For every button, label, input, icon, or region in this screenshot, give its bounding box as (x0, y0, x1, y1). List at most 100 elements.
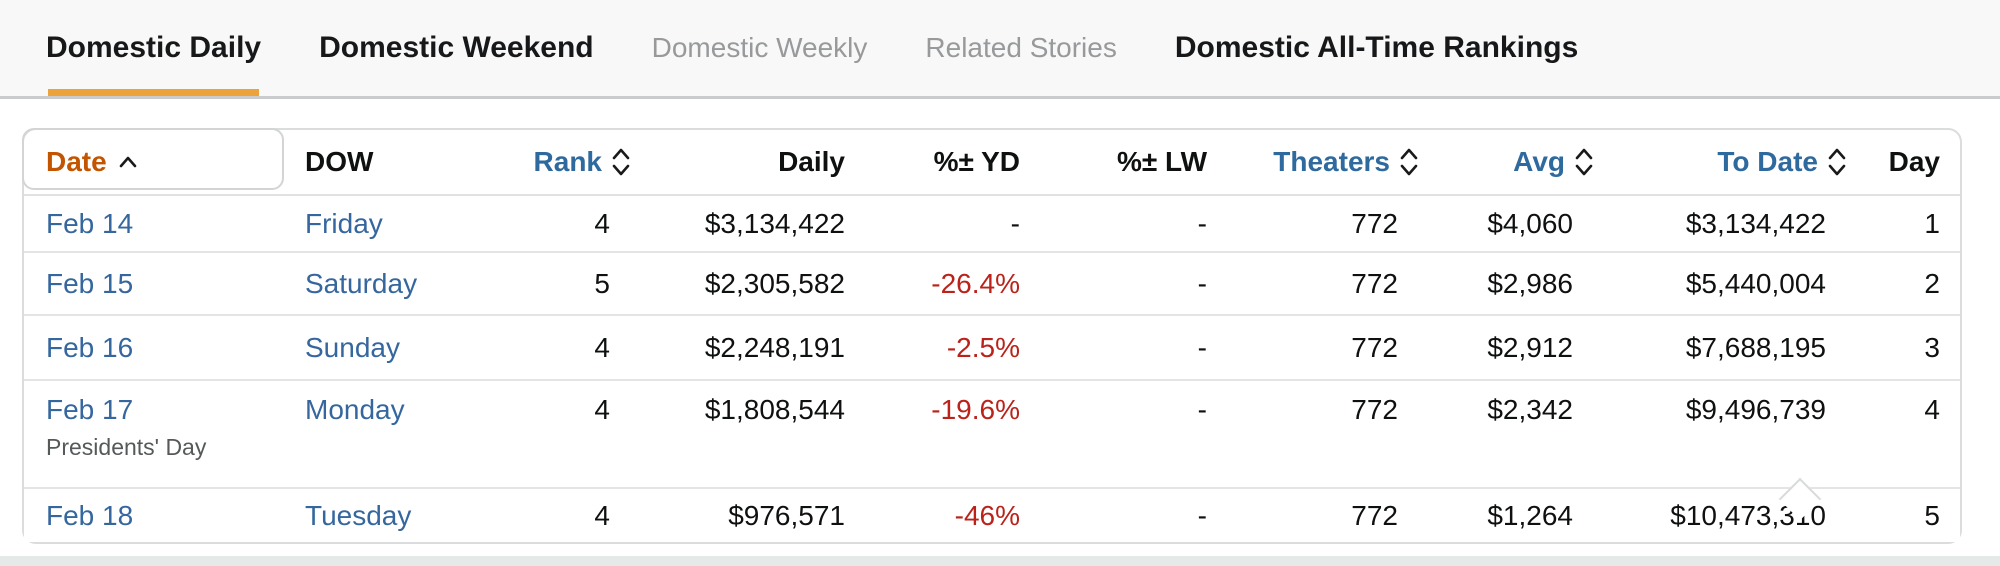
sort-ascending-icon (119, 156, 137, 168)
sort-both-icon (1575, 148, 1593, 176)
dow-link[interactable]: Friday (305, 207, 383, 239)
dow-cell: Sunday (284, 332, 520, 364)
pct-yd-cell: - (1010, 207, 1020, 239)
avg-cell: $2,342 (1487, 394, 1573, 425)
date-link[interactable]: Feb 18 (46, 499, 134, 531)
tab-label: Related Stories (925, 32, 1117, 63)
daily-cell: $976,571 (728, 499, 845, 531)
rank-cell: 5 (594, 267, 610, 299)
tab-related-stories[interactable]: Related Stories (925, 0, 1116, 96)
pct-lw-cell: - (1197, 331, 1207, 363)
holiday-note: Presidents' Day (46, 434, 207, 460)
tab-label: Domestic All-Time Rankings (1174, 31, 1579, 64)
day-cell: 4 (1924, 394, 1940, 425)
col-header-theaters[interactable]: Theaters (1207, 146, 1420, 178)
avg-cell: $1,264 (1487, 499, 1573, 531)
date-cell: Feb 16 (24, 332, 284, 364)
day-cell: 2 (1924, 267, 1940, 299)
dow-link[interactable]: Monday (305, 394, 405, 425)
table-row: Feb 16 Sunday 4 $2,248,191 -2.5% - 772 $… (24, 314, 1960, 379)
rank-cell: 4 (594, 499, 610, 531)
theaters-cell: 772 (1351, 331, 1398, 363)
sort-both-icon (612, 148, 630, 176)
theaters-cell: 772 (1351, 267, 1398, 299)
day-cell: 5 (1924, 499, 1940, 531)
col-header-date[interactable]: Date (24, 146, 284, 178)
dow-cell: Tuesday (284, 500, 520, 532)
pct-yd-cell: -46% (954, 499, 1020, 531)
date-cell: Feb 18 (24, 500, 284, 532)
to-date-cell: $3,134,422 (1685, 207, 1826, 239)
theaters-cell: 772 (1351, 394, 1398, 425)
avg-cell: $2,912 (1487, 331, 1573, 363)
pct-yd-cell: -19.6% (931, 394, 1020, 425)
col-header-label: Daily (778, 146, 845, 177)
col-header-label: DOW (305, 146, 374, 177)
col-header-label: Day (1888, 146, 1940, 177)
avg-cell: $4,060 (1487, 207, 1573, 239)
tab-label: Domestic Daily (46, 31, 262, 64)
date-cell: Feb 17 Presidents' Day (24, 391, 284, 461)
tab-label: Domestic Weekly (651, 32, 868, 63)
tab-domestic-weekend[interactable]: Domestic Weekend (319, 0, 594, 96)
day-cell: 3 (1924, 331, 1940, 363)
pct-yd-cell: -26.4% (931, 267, 1020, 299)
tab-domestic-daily[interactable]: Domestic Daily (46, 0, 261, 96)
dow-cell: Monday (284, 391, 520, 429)
col-header-label: %± YD (933, 146, 1020, 177)
pct-lw-cell: - (1197, 207, 1207, 239)
dow-link[interactable]: Saturday (305, 267, 418, 299)
daily-cell: $3,134,422 (704, 207, 845, 239)
date-cell: Feb 15 (24, 268, 284, 300)
day-cell: 1 (1924, 207, 1940, 239)
avg-cell: $2,986 (1487, 267, 1573, 299)
dow-cell: Friday (284, 208, 520, 240)
table-row: Feb 14 Friday 4 $3,134,422 - - 772 $4,06… (24, 196, 1960, 251)
tab-bar: Domestic Daily Domestic Weekend Domestic… (0, 0, 2000, 99)
daily-cell: $2,248,191 (704, 331, 845, 363)
to-date-cell: $7,688,195 (1685, 331, 1826, 363)
daily-cell: $1,808,544 (704, 394, 845, 425)
rank-cell: 4 (594, 207, 610, 239)
pct-lw-cell: - (1197, 394, 1207, 425)
tab-label: Domestic Weekend (319, 31, 594, 64)
theaters-cell: 772 (1351, 499, 1398, 531)
pct-lw-cell: - (1197, 267, 1207, 299)
col-header-pct-lw: %± LW (1020, 146, 1207, 178)
col-header-daily: Daily (632, 146, 845, 178)
col-header-label: Theaters (1273, 146, 1390, 177)
col-header-rank[interactable]: Rank (520, 146, 632, 178)
tab-domestic-all-time-rankings[interactable]: Domestic All-Time Rankings (1175, 0, 1578, 96)
col-header-pct-yd: %± YD (845, 146, 1020, 178)
dow-link[interactable]: Tuesday (305, 499, 412, 531)
date-link[interactable]: Feb 14 (46, 207, 134, 239)
dow-cell: Saturday (284, 268, 520, 300)
dow-link[interactable]: Sunday (305, 331, 400, 363)
rank-cell: 4 (594, 331, 610, 363)
to-date-cell: $9,496,739 (1685, 394, 1826, 425)
tab-domestic-weekly[interactable]: Domestic Weekly (652, 0, 868, 96)
sort-both-icon (1400, 148, 1418, 176)
col-header-label: %± LW (1116, 146, 1207, 177)
table-row: Feb 17 Presidents' Day Monday 4 $1,808,5… (24, 379, 1960, 487)
col-header-dow: DOW (284, 146, 520, 178)
rank-cell: 4 (594, 394, 610, 425)
date-cell: Feb 14 (24, 208, 284, 240)
daily-cell: $2,305,582 (704, 267, 845, 299)
col-header-label: Avg (1513, 146, 1565, 177)
date-link[interactable]: Feb 15 (46, 267, 134, 299)
col-header-label: Date (46, 146, 107, 177)
date-link[interactable]: Feb 17 (46, 394, 134, 425)
col-header-to-date[interactable]: To Date (1595, 146, 1848, 178)
theaters-cell: 772 (1351, 207, 1398, 239)
col-header-label: Rank (533, 146, 602, 177)
date-link[interactable]: Feb 16 (46, 331, 134, 363)
col-header-avg[interactable]: Avg (1420, 146, 1595, 178)
to-date-cell: $5,440,004 (1685, 267, 1826, 299)
table-row: Feb 18 Tuesday 4 $976,571 -46% - 772 $1,… (24, 487, 1960, 542)
table-row: Feb 15 Saturday 5 $2,305,582 -26.4% - 77… (24, 251, 1960, 314)
sort-both-icon (1828, 148, 1846, 176)
col-header-label: To Date (1717, 146, 1818, 177)
pct-lw-cell: - (1197, 499, 1207, 531)
